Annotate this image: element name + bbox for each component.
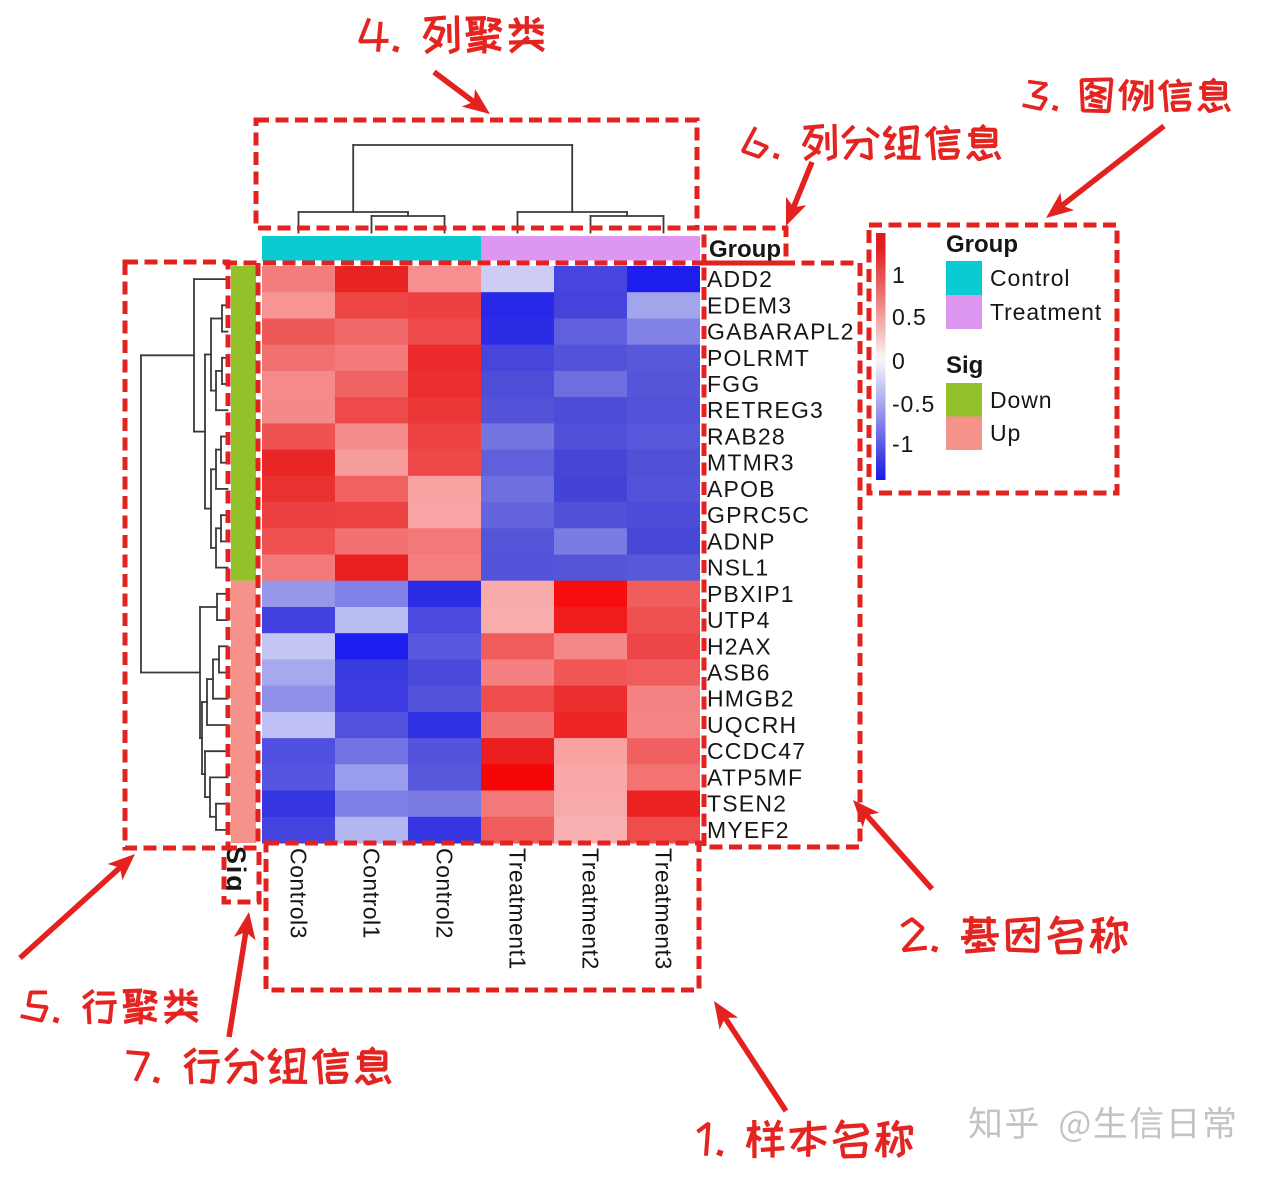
svg-text:MYEF2: MYEF2 — [707, 817, 790, 843]
svg-text:Treatment: Treatment — [990, 299, 1102, 325]
svg-text:ADNP: ADNP — [707, 528, 776, 554]
svg-text:TSEN2: TSEN2 — [707, 791, 787, 817]
svg-text:PBXIP1: PBXIP1 — [707, 581, 795, 607]
svg-text:H2AX: H2AX — [707, 633, 772, 659]
svg-text:CCDC47: CCDC47 — [707, 738, 806, 764]
svg-text:ADD2: ADD2 — [707, 266, 773, 292]
svg-text:RAB28: RAB28 — [707, 424, 786, 450]
svg-text:MTMR3: MTMR3 — [707, 450, 795, 476]
svg-text:GABARAPL2: GABARAPL2 — [707, 319, 855, 345]
svg-text:Control1: Control1 — [359, 848, 385, 939]
svg-text:Control3: Control3 — [286, 848, 312, 939]
svg-text:UTP4: UTP4 — [707, 607, 771, 633]
svg-text:Group: Group — [946, 231, 1018, 258]
svg-text:UQCRH: UQCRH — [707, 712, 797, 738]
svg-text:NSL1: NSL1 — [707, 555, 769, 581]
svg-text:-0.5: -0.5 — [892, 391, 935, 417]
svg-text:Up: Up — [990, 420, 1021, 446]
svg-text:0.5: 0.5 — [892, 304, 927, 330]
svg-text:Control: Control — [990, 265, 1070, 291]
svg-text:POLRMT: POLRMT — [707, 345, 810, 371]
svg-text:FGG: FGG — [707, 371, 760, 397]
svg-text:RETREG3: RETREG3 — [707, 397, 824, 423]
svg-text:Treatment1: Treatment1 — [505, 848, 531, 970]
svg-text:1: 1 — [892, 262, 906, 288]
svg-text:-1: -1 — [892, 431, 914, 457]
svg-text:HMGB2: HMGB2 — [707, 686, 795, 712]
svg-text:APOB: APOB — [707, 476, 776, 502]
svg-text:0: 0 — [892, 348, 906, 374]
svg-text:ATP5MF: ATP5MF — [707, 764, 803, 790]
svg-text:GPRC5C: GPRC5C — [707, 502, 810, 528]
svg-text:Down: Down — [990, 387, 1052, 413]
svg-text:ASB6: ASB6 — [707, 660, 771, 686]
svg-text:Group: Group — [709, 236, 781, 263]
svg-text:Treatment2: Treatment2 — [578, 848, 604, 970]
svg-text:Treatment3: Treatment3 — [651, 848, 677, 970]
svg-text:Sig: Sig — [946, 352, 983, 379]
svg-text:Control2: Control2 — [432, 848, 458, 939]
svg-text:EDEM3: EDEM3 — [707, 292, 792, 318]
